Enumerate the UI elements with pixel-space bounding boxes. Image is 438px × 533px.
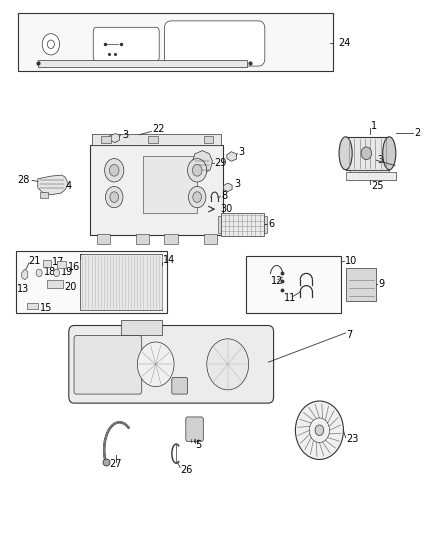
Circle shape <box>42 34 60 55</box>
Text: 3: 3 <box>234 179 240 189</box>
Bar <box>148 136 158 143</box>
FancyBboxPatch shape <box>186 417 203 441</box>
Bar <box>264 216 268 233</box>
Bar <box>218 216 221 233</box>
Text: 11: 11 <box>284 293 296 303</box>
Circle shape <box>110 192 119 203</box>
Circle shape <box>138 342 174 386</box>
Text: 3: 3 <box>122 130 128 140</box>
Text: 9: 9 <box>378 279 385 288</box>
Circle shape <box>36 269 42 277</box>
Circle shape <box>207 339 249 390</box>
Bar <box>143 156 197 213</box>
Circle shape <box>187 159 207 182</box>
FancyBboxPatch shape <box>164 21 265 66</box>
Text: 7: 7 <box>346 329 353 340</box>
Circle shape <box>105 159 124 182</box>
Bar <box>204 233 217 244</box>
Polygon shape <box>192 151 212 173</box>
Bar <box>136 233 149 244</box>
Bar <box>43 260 51 266</box>
Bar <box>92 134 221 146</box>
Bar <box>80 254 162 310</box>
Text: 2: 2 <box>414 127 420 138</box>
Circle shape <box>192 165 202 176</box>
Bar <box>101 136 111 143</box>
Ellipse shape <box>339 137 352 169</box>
Text: 1: 1 <box>371 121 377 131</box>
Text: 28: 28 <box>17 175 30 185</box>
Bar <box>38 60 247 67</box>
Circle shape <box>110 165 119 176</box>
Circle shape <box>188 187 206 208</box>
Text: 24: 24 <box>338 38 350 48</box>
Circle shape <box>193 192 201 203</box>
Circle shape <box>315 425 324 435</box>
Text: 12: 12 <box>271 277 283 286</box>
Bar <box>346 137 389 169</box>
Bar <box>18 13 332 71</box>
Polygon shape <box>109 134 120 143</box>
Text: 16: 16 <box>67 262 80 271</box>
FancyBboxPatch shape <box>69 326 274 403</box>
Text: 27: 27 <box>109 459 121 469</box>
FancyBboxPatch shape <box>93 27 159 61</box>
Bar <box>46 280 63 288</box>
Bar <box>57 261 66 268</box>
Bar <box>27 303 38 309</box>
Text: 13: 13 <box>17 284 29 294</box>
Polygon shape <box>21 269 28 280</box>
Text: 19: 19 <box>61 267 73 277</box>
Circle shape <box>361 147 371 160</box>
Text: 3: 3 <box>239 147 245 157</box>
Bar <box>346 268 376 301</box>
Text: 30: 30 <box>220 204 232 214</box>
Text: 15: 15 <box>40 303 53 313</box>
Bar <box>97 233 110 244</box>
Polygon shape <box>38 175 68 195</box>
Bar <box>221 213 264 236</box>
Ellipse shape <box>383 137 396 169</box>
Text: 20: 20 <box>64 282 76 292</box>
Text: 29: 29 <box>215 158 227 168</box>
Text: 14: 14 <box>163 255 175 265</box>
FancyBboxPatch shape <box>74 336 142 394</box>
Text: 23: 23 <box>346 434 359 445</box>
Circle shape <box>106 187 123 208</box>
Text: 3: 3 <box>377 155 383 165</box>
Bar <box>346 172 396 180</box>
Circle shape <box>53 269 60 277</box>
Text: 25: 25 <box>371 181 383 191</box>
Bar <box>246 256 341 313</box>
Text: 6: 6 <box>268 219 274 229</box>
Text: 17: 17 <box>52 257 64 267</box>
Bar <box>164 233 177 244</box>
Text: 10: 10 <box>345 256 357 266</box>
Polygon shape <box>223 183 232 191</box>
Bar <box>121 320 162 335</box>
Bar <box>40 192 48 198</box>
Text: 5: 5 <box>195 440 201 450</box>
Text: 22: 22 <box>152 124 165 134</box>
Bar <box>350 169 389 176</box>
Text: 8: 8 <box>221 191 227 201</box>
FancyBboxPatch shape <box>172 377 187 394</box>
Text: 18: 18 <box>43 267 56 277</box>
Bar <box>16 251 166 313</box>
Circle shape <box>295 401 343 459</box>
Polygon shape <box>227 152 237 161</box>
Text: 4: 4 <box>65 181 71 191</box>
Circle shape <box>47 40 54 49</box>
Text: 26: 26 <box>180 465 193 474</box>
Bar <box>90 146 223 235</box>
Text: 21: 21 <box>28 256 40 266</box>
Bar <box>204 136 213 143</box>
